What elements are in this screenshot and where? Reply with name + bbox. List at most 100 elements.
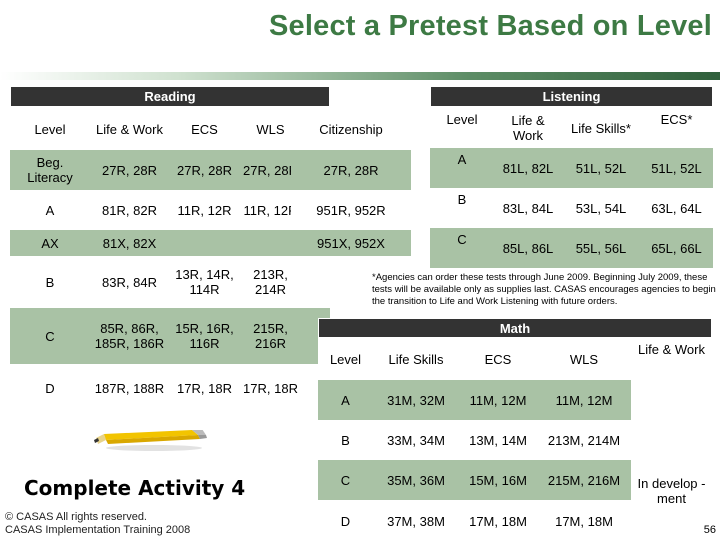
reading-level: B: [10, 256, 90, 308]
math-level: C: [318, 460, 373, 500]
table-cell: 11R, 12R: [240, 190, 301, 230]
table-cell: 83L, 84L: [494, 188, 562, 228]
listening-level: C: [430, 228, 494, 268]
table-cell: 27R, 28R: [90, 150, 169, 190]
table-cell: 951R, 952R: [291, 190, 411, 230]
math-table: Level Life Skills ECS WLS Life & Work A …: [318, 338, 712, 542]
title-divider: [0, 72, 720, 80]
table-cell: [169, 230, 240, 256]
math-col-wls: WLS: [537, 338, 631, 380]
reading-level: D: [10, 364, 90, 412]
table-cell: 85L, 86L: [494, 228, 562, 268]
table-row: C 35M, 36M 15M, 16M 215M, 216M: [318, 460, 712, 500]
table-row: D 187R, 188R 17R, 18R 17R, 18R: [10, 364, 330, 412]
listening-col-level: Level: [430, 108, 494, 148]
math-col-ecs: ECS: [459, 338, 537, 380]
table-row: C 85L, 86L 55L, 56L 65L, 66L: [430, 228, 713, 268]
copyright-line: © CASAS All rights reserved.: [5, 511, 147, 523]
table-cell: 15M, 16M: [459, 460, 537, 500]
listening-table: Level Life & Work Life Skills* ECS* A 81…: [430, 108, 713, 268]
table-cell: [240, 230, 301, 256]
table-row: B 33M, 34M 13M, 14M 213M, 214M: [318, 420, 712, 460]
table-cell: 15R, 16R, 116R: [169, 308, 240, 364]
listening-level: A: [430, 148, 494, 188]
math-header-row: Level Life Skills ECS WLS Life & Work: [318, 338, 712, 380]
table-cell: 11R, 12R: [169, 190, 240, 230]
table-row: B 83R, 84R 13R, 14R, 114R 213R, 214R: [10, 256, 330, 308]
listening-footnote: *Agencies can order these tests through …: [372, 272, 716, 307]
math-col-life-skills: Life Skills: [373, 338, 459, 380]
table-cell: 27R, 28R: [291, 150, 411, 190]
copyright-line: CASAS Implementation Training 2008: [5, 524, 191, 536]
table-cell: 13R, 14R, 114R: [169, 256, 240, 308]
table-cell: 13M, 14M: [459, 420, 537, 460]
table-cell: 215R, 216R: [240, 308, 301, 364]
table-cell: 51L, 52L: [640, 148, 713, 188]
table-cell: 81X, 82X: [90, 230, 169, 256]
table-cell: 11M, 12M: [537, 380, 631, 420]
reading-col-citizenship: Citizenship: [291, 108, 411, 150]
table-cell: 65L, 66L: [640, 228, 713, 268]
table-row: A 81L, 82L 51L, 52L 51L, 52L: [430, 148, 713, 188]
table-cell: 11M, 12M: [459, 380, 537, 420]
math-life-work-note: In develop -ment: [637, 476, 706, 506]
table-cell: 187R, 188R: [90, 364, 169, 412]
table-cell: 213R, 214R: [240, 256, 301, 308]
listening-col-life-skills: Life Skills*: [562, 108, 640, 148]
table-row: A 31M, 32M 11M, 12M 11M, 12M In develop …: [318, 380, 712, 542]
table-row: Beg. Literacy 27R, 28R 27R, 28R 27R, 28R: [10, 150, 330, 190]
reading-group-header: Reading: [10, 86, 330, 107]
reading-header-row: Level Life & Work ECS WLS: [10, 108, 330, 150]
math-level: A: [318, 380, 373, 420]
activity-label: Complete Activity 4: [24, 476, 246, 500]
table-cell: 215M, 216M: [537, 460, 631, 500]
math-col-life-work: Life & Work: [631, 338, 712, 380]
citizenship-table: Citizenship 27R, 28R 951R, 952R 951X, 95…: [291, 108, 411, 256]
math-level: D: [318, 500, 373, 542]
table-cell: 213M, 214M: [537, 420, 631, 460]
reading-level: A: [10, 190, 90, 230]
listening-header-row: Level Life & Work Life Skills* ECS*: [430, 108, 713, 148]
table-row: D 37M, 38M 17M, 18M 17M, 18M: [318, 500, 712, 542]
table-cell: 55L, 56L: [562, 228, 640, 268]
table-cell: 17R, 18R: [240, 364, 301, 412]
math-level: B: [318, 420, 373, 460]
page-number: 56: [703, 524, 716, 536]
listening-col-life-work: Life & Work: [494, 108, 562, 148]
reading-level: Beg. Literacy: [10, 150, 90, 190]
reading-col-life-work: Life & Work: [90, 108, 169, 150]
math-group-header: Math: [318, 318, 712, 338]
table-row: B 83L, 84L 53L, 54L 63L, 64L: [430, 188, 713, 228]
table-row: A 81R, 82R 11R, 12R 11R, 12R: [10, 190, 330, 230]
table-cell: 53L, 54L: [562, 188, 640, 228]
table-cell: 35M, 36M: [373, 460, 459, 500]
table-cell: 37M, 38M: [373, 500, 459, 542]
reading-col-level: Level: [10, 108, 90, 150]
table-cell: 81R, 82R: [90, 190, 169, 230]
reading-level: AX: [10, 230, 90, 256]
listening-group-header: Listening: [430, 86, 713, 107]
copyright: © CASAS All rights reserved. CASAS Imple…: [5, 511, 190, 537]
table-cell: 51L, 52L: [562, 148, 640, 188]
table-cell: 63L, 64L: [640, 188, 713, 228]
table-row: AX 81X, 82X: [10, 230, 330, 256]
table-cell: 85R, 86R, 185R, 186R: [90, 308, 169, 364]
listening-col-ecs: ECS*: [640, 108, 713, 148]
table-cell: 17R, 18R: [169, 364, 240, 412]
math-col-level: Level: [318, 338, 373, 380]
table-cell: 83R, 84R: [90, 256, 169, 308]
table-cell: 33M, 34M: [373, 420, 459, 460]
table-cell: 27R, 28R: [169, 150, 240, 190]
table-cell: 31M, 32M: [373, 380, 459, 420]
pencil-icon: [94, 430, 207, 451]
table-cell: 17M, 18M: [459, 500, 537, 542]
listening-level: B: [430, 188, 494, 228]
page-title: Select a Pretest Based on Level: [268, 10, 712, 42]
reading-table: Level Life & Work ECS WLS Beg. Literacy …: [10, 108, 330, 412]
reading-col-ecs: ECS: [169, 108, 240, 150]
reading-level: C: [10, 308, 90, 364]
table-cell: 27R, 28R: [240, 150, 301, 190]
table-cell: 81L, 82L: [494, 148, 562, 188]
table-cell: 951X, 952X: [291, 230, 411, 256]
table-cell: 17M, 18M: [537, 500, 631, 542]
